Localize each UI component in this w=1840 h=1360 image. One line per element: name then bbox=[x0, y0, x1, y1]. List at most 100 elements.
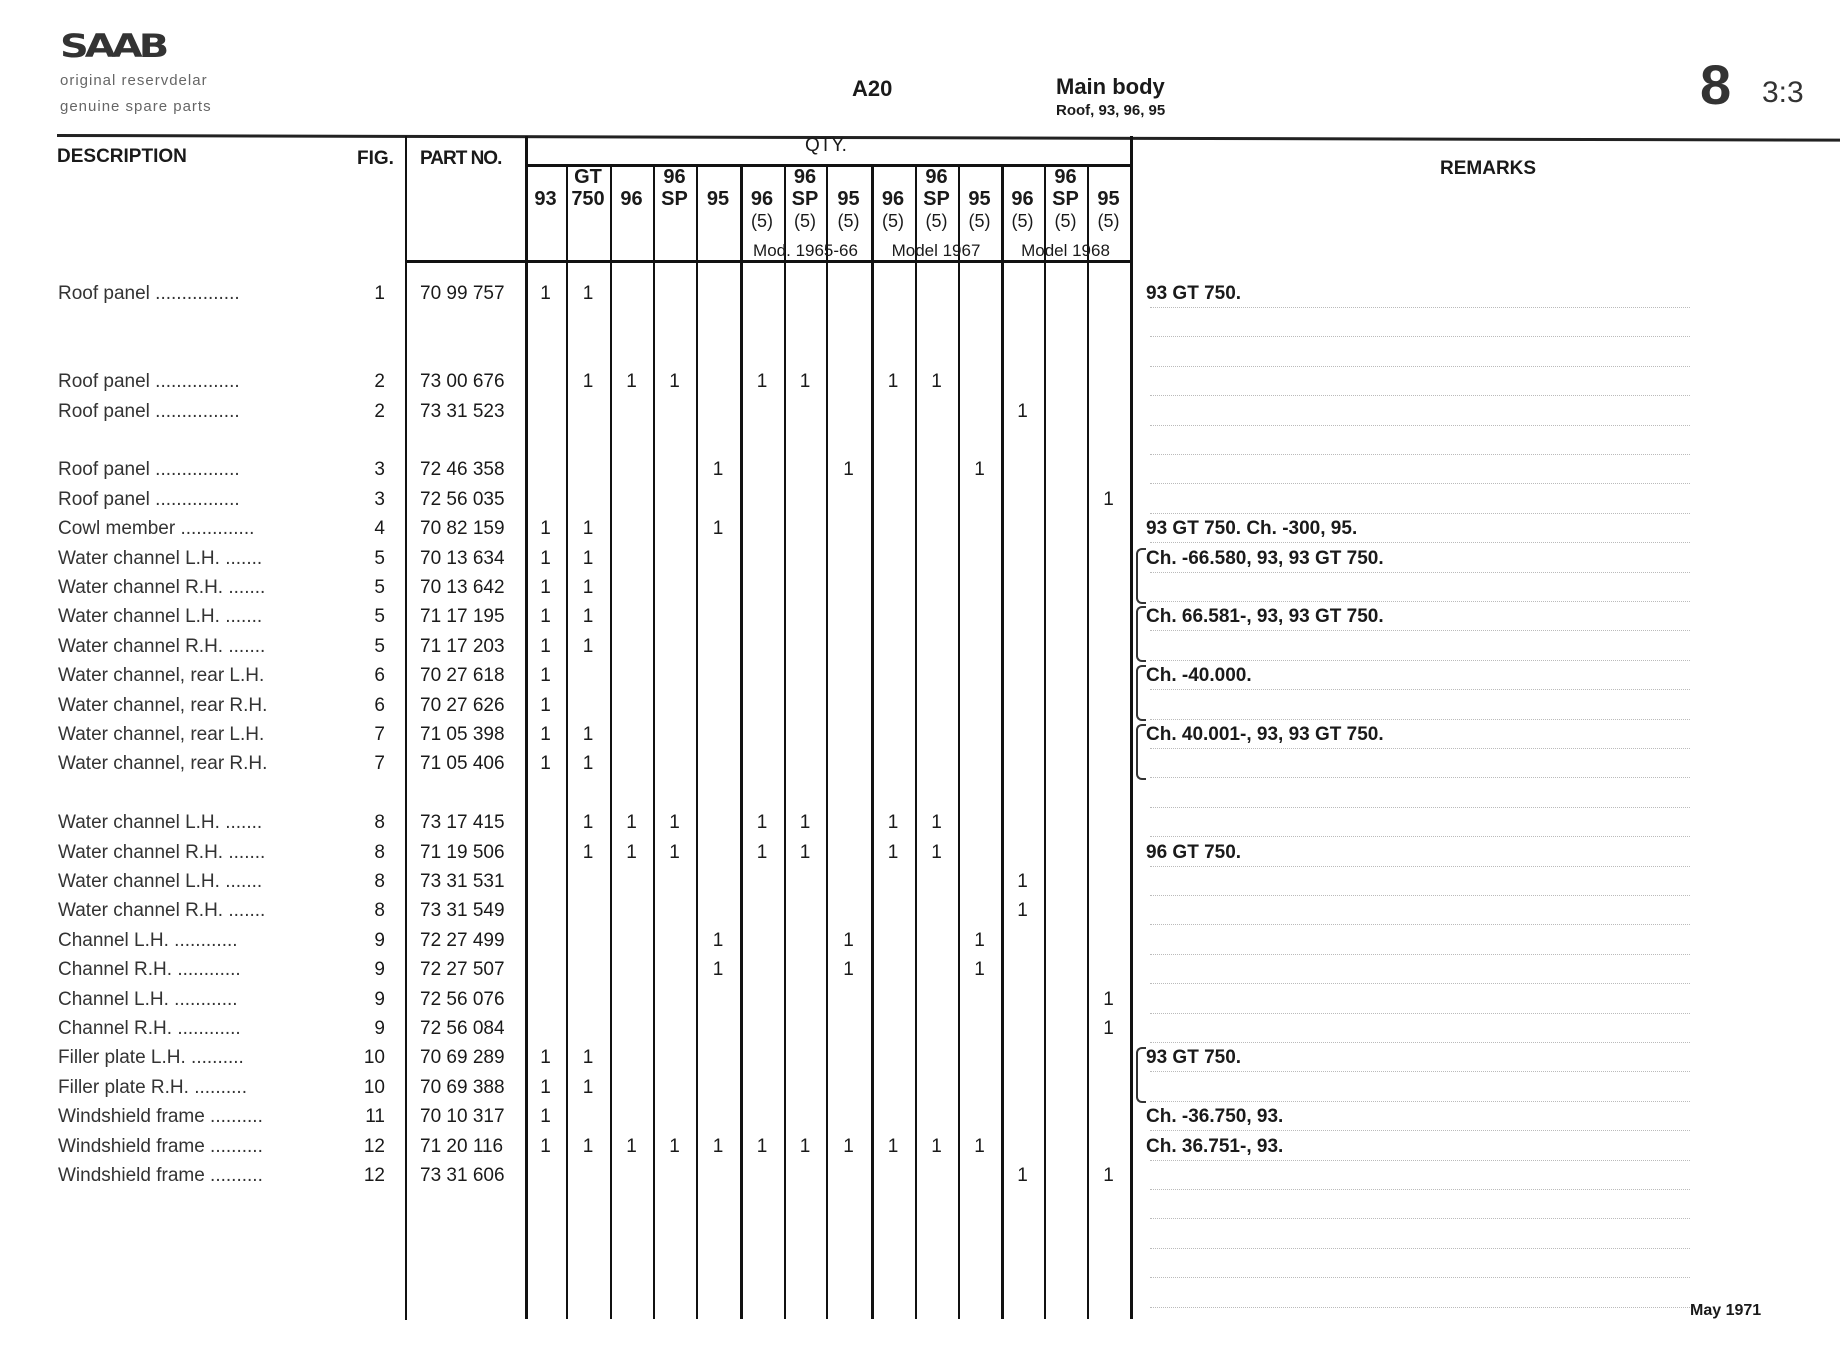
page-subtitle: Roof, 93, 96, 95 bbox=[1056, 102, 1166, 119]
remark-text: Ch. -40.000. bbox=[1146, 665, 1252, 687]
remarks-rule bbox=[1150, 1159, 1690, 1161]
qty-value: 1 bbox=[626, 841, 637, 863]
figure-number: 8 bbox=[374, 841, 385, 863]
part-number: 71 05 398 bbox=[420, 724, 505, 745]
part-description: Windshield frame .......... bbox=[58, 1165, 263, 1186]
remark-text: Ch. 36.751-, 93. bbox=[1146, 1135, 1284, 1157]
qty-column-header-top: GT bbox=[574, 166, 602, 188]
qty-value: 1 bbox=[756, 1135, 768, 1157]
remark-text: 96 GT 750. bbox=[1146, 841, 1242, 863]
qty-column-header-sub bbox=[566, 210, 610, 232]
remarks-rule bbox=[1150, 630, 1690, 632]
qty-value: 1 bbox=[1103, 488, 1114, 510]
part-number: 71 17 203 bbox=[420, 635, 505, 657]
qty-column-rule bbox=[871, 166, 874, 1319]
qty-header-rule bbox=[525, 164, 1133, 167]
qty-column-header-main: SP bbox=[1052, 188, 1079, 210]
qty-value: 1 bbox=[582, 1076, 594, 1098]
model-group-label: Model 1967 bbox=[891, 241, 981, 260]
figure-number: 8 bbox=[374, 871, 385, 892]
qty-header: QTY. bbox=[805, 135, 847, 156]
qty-value: 1 bbox=[582, 518, 594, 540]
qty-value: 1 bbox=[974, 959, 985, 981]
qty-value: 1 bbox=[931, 812, 942, 834]
qty-column-header-sub bbox=[696, 210, 740, 232]
qty-column-header-top bbox=[740, 166, 784, 188]
qty-column-rule bbox=[525, 136, 528, 1319]
figure-number: 12 bbox=[363, 1135, 385, 1157]
remarks-rule bbox=[1150, 1189, 1690, 1190]
remarks-rule bbox=[1150, 1100, 1690, 1102]
qty-column-header-main: 96 bbox=[1011, 188, 1034, 210]
part-number: 71 20 116 bbox=[420, 1135, 504, 1157]
figure-number: 2 bbox=[374, 400, 385, 422]
figure-number: 10 bbox=[363, 1047, 385, 1069]
header-divider bbox=[56, 134, 1840, 142]
figure-number: 7 bbox=[374, 724, 385, 745]
qty-column-header: 95 (5) bbox=[1087, 166, 1130, 232]
subtitle-swedish: original reservdelar bbox=[60, 72, 208, 89]
remarks-rule bbox=[1150, 983, 1690, 985]
figure-number: 5 bbox=[374, 635, 385, 657]
part-number: 73 31 531 bbox=[420, 871, 505, 892]
part-description: Water channel, rear R.H. bbox=[58, 694, 268, 716]
part-description: Channel R.H. ............ bbox=[58, 1018, 241, 1039]
figure-number: 5 bbox=[374, 547, 385, 569]
figure-number: 9 bbox=[374, 959, 385, 981]
qty-value: 1 bbox=[540, 606, 551, 628]
qty-column-rule bbox=[740, 166, 743, 1319]
part-no-header: PART NO. bbox=[420, 148, 502, 169]
remarks-rule bbox=[1150, 865, 1690, 867]
qty-column-header-top bbox=[525, 166, 566, 188]
qty-value: 1 bbox=[582, 283, 594, 304]
qty-value: 1 bbox=[626, 1135, 637, 1157]
qty-value: 1 bbox=[540, 283, 551, 304]
page-title: Main body bbox=[1056, 74, 1165, 99]
qty-value: 1 bbox=[540, 665, 551, 687]
figure-number: 7 bbox=[374, 753, 385, 775]
qty-value: 1 bbox=[974, 1135, 985, 1157]
part-number: 73 00 676 bbox=[420, 371, 505, 393]
qty-value: 1 bbox=[974, 459, 985, 481]
qty-value: 1 bbox=[582, 635, 594, 657]
remark-brace bbox=[1136, 665, 1146, 722]
qty-value: 1 bbox=[540, 518, 551, 540]
qty-value: 1 bbox=[756, 812, 768, 834]
qty-value: 1 bbox=[669, 1135, 680, 1157]
remarks-rule bbox=[1150, 1130, 1690, 1132]
qty-value: 1 bbox=[887, 812, 899, 834]
qty-column-rule bbox=[915, 166, 917, 1319]
group-code: A20 bbox=[852, 76, 893, 101]
qty-value: 1 bbox=[712, 459, 724, 481]
qty-value: 1 bbox=[540, 635, 551, 657]
remark-text: 93 GT 750. bbox=[1146, 283, 1242, 304]
qty-column-header: 96 (5) bbox=[871, 166, 915, 232]
qty-value: 1 bbox=[582, 606, 594, 628]
remarks-rule bbox=[1150, 924, 1690, 926]
qty-column-header-sub: (5) bbox=[794, 211, 816, 231]
part-number: 70 10 317 bbox=[420, 1106, 505, 1128]
remarks-rule bbox=[1150, 895, 1690, 896]
remarks-rule bbox=[1150, 542, 1690, 544]
part-description: Roof panel ................ bbox=[58, 283, 240, 304]
qty-column-header: GT 750 bbox=[566, 166, 610, 232]
part-description: Roof panel ................ bbox=[58, 488, 240, 510]
part-description: Water channel L.H. ....... bbox=[58, 812, 263, 834]
remark-brace bbox=[1136, 724, 1146, 780]
part-description: Water channel L.H. ....... bbox=[58, 547, 263, 569]
part-description: Channel L.H. ............ bbox=[58, 929, 238, 951]
qty-value: 1 bbox=[669, 841, 680, 863]
qty-value: 1 bbox=[540, 1106, 551, 1128]
qty-column-rule bbox=[958, 166, 960, 1319]
remarks-rule bbox=[1150, 395, 1690, 397]
part-description: Water channel, rear R.H. bbox=[58, 753, 268, 775]
qty-column-header-top bbox=[1001, 166, 1044, 188]
part-description: Channel R.H. ............ bbox=[58, 959, 241, 981]
qty-value: 1 bbox=[887, 371, 899, 393]
part-description: Cowl member .............. bbox=[58, 518, 255, 540]
remarks-rule bbox=[1150, 1277, 1690, 1279]
qty-column-header-main: 95 bbox=[837, 188, 860, 210]
remark-text: 93 GT 750. Ch. -300, 95. bbox=[1146, 518, 1358, 540]
qty-value: 1 bbox=[669, 812, 680, 834]
part-number: 73 17 415 bbox=[420, 812, 505, 834]
